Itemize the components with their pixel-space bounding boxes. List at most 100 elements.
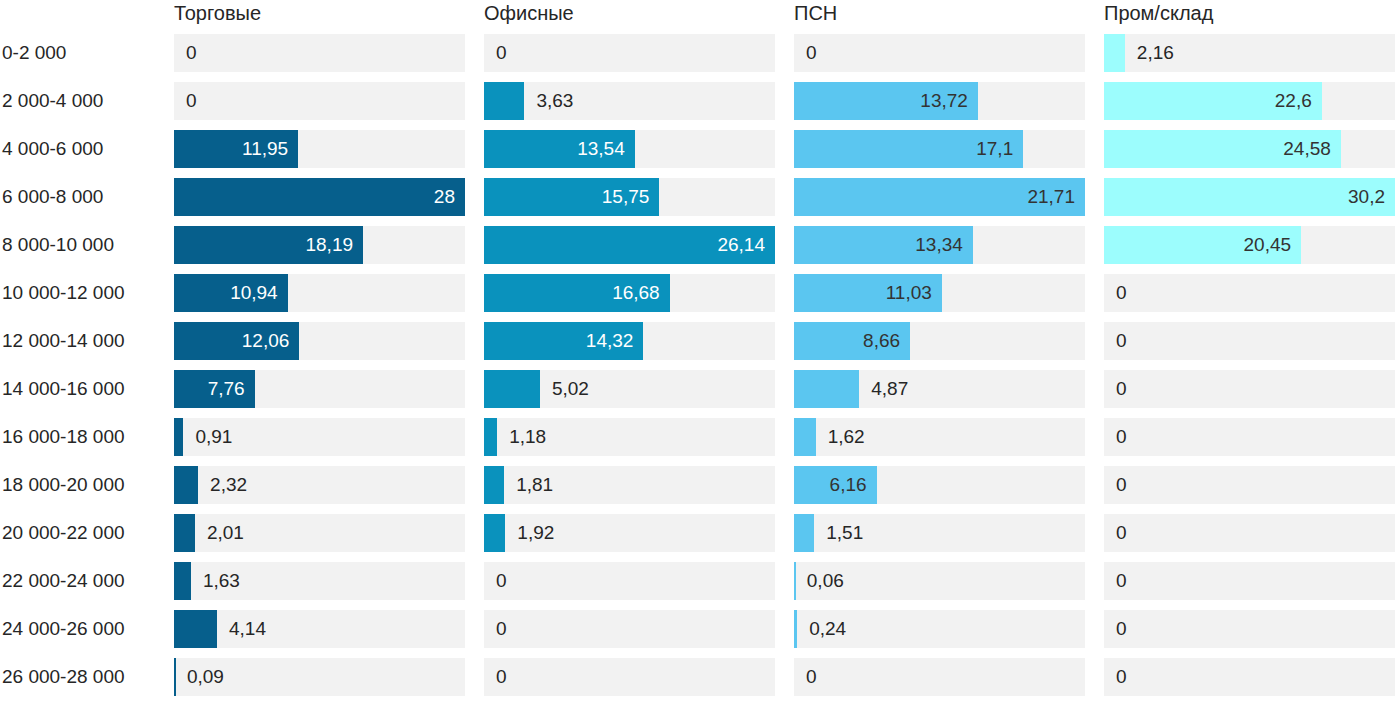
bar-value-label: 24,58 [1104, 130, 1341, 168]
bar-track: 28 [174, 178, 465, 216]
bar-track: 7,76 [174, 370, 465, 408]
bar-value-label: 1,62 [828, 418, 865, 456]
bar-track: 11,03 [794, 274, 1085, 312]
bar-value-label: 0 [496, 34, 507, 72]
bar-track: 1,63 [174, 562, 465, 600]
bar-track: 1,81 [484, 466, 775, 504]
bar[interactable] [794, 418, 816, 456]
bar[interactable] [484, 514, 505, 552]
row-label: 26 000-28 000 [2, 658, 155, 696]
bar-value-label: 4,87 [871, 370, 908, 408]
bar[interactable] [174, 514, 195, 552]
bar[interactable] [174, 562, 191, 600]
bar-value-label: 0 [1116, 610, 1127, 648]
bar-track: 8,66 [794, 322, 1085, 360]
bar-track: 3,63 [484, 82, 775, 120]
bar[interactable] [174, 658, 176, 696]
bar-track: 12,06 [174, 322, 465, 360]
column-header-4: Пром/склад [1104, 2, 1395, 24]
bar-track: 0 [1104, 514, 1395, 552]
bar-track: 4,14 [174, 610, 465, 648]
row-label: 8 000-10 000 [2, 226, 155, 264]
bar-value-label: 1,63 [203, 562, 240, 600]
bar-value-label: 0 [496, 610, 507, 648]
bar-track: 14,32 [484, 322, 775, 360]
bar-value-label: 3,63 [536, 82, 573, 120]
bar[interactable] [794, 562, 796, 600]
row-label: 12 000-14 000 [2, 322, 155, 360]
bar[interactable] [1104, 34, 1125, 72]
bar-value-label: 26,14 [484, 226, 775, 264]
bar-value-label: 6,16 [794, 466, 877, 504]
bar-value-label: 30,2 [1104, 178, 1395, 216]
bar[interactable] [174, 418, 183, 456]
bar-track: 6,16 [794, 466, 1085, 504]
bar[interactable] [174, 466, 198, 504]
bar[interactable] [484, 82, 524, 120]
bar-track: 0 [1104, 418, 1395, 456]
bar-value-label: 28 [174, 178, 465, 216]
bar-value-label: 1,18 [509, 418, 546, 456]
bar-value-label: 10,94 [174, 274, 288, 312]
bar-value-label: 21,71 [794, 178, 1085, 216]
row-label: 20 000-22 000 [2, 514, 155, 552]
row-label: 0-2 000 [2, 34, 155, 72]
bar-track: 0,09 [174, 658, 465, 696]
bar-value-label: 16,68 [484, 274, 670, 312]
bar-value-label: 0,24 [809, 610, 846, 648]
bar-value-label: 2,16 [1137, 34, 1174, 72]
chart-grid: ТорговыеОфисныеПСНПром/склад0-2 0000002,… [2, 2, 1400, 696]
bar-value-label: 1,51 [826, 514, 863, 552]
bar-value-label: 0,09 [187, 658, 224, 696]
bar-track: 0 [1104, 562, 1395, 600]
bar-value-label: 18,19 [174, 226, 363, 264]
bar-track: 0 [484, 658, 775, 696]
bar-value-label: 0 [1116, 370, 1127, 408]
bar-track: 0 [1104, 610, 1395, 648]
column-header-2: Офисные [484, 2, 775, 24]
bar-value-label: 0 [1116, 274, 1127, 312]
bar-track: 0,91 [174, 418, 465, 456]
bar-value-label: 22,6 [1104, 82, 1322, 120]
column-header-1: Торговые [174, 2, 465, 24]
row-label: 18 000-20 000 [2, 466, 155, 504]
bar-track: 20,45 [1104, 226, 1395, 264]
bar-value-label: 0,06 [807, 562, 844, 600]
bar-value-label: 0 [1116, 562, 1127, 600]
bar-value-label: 2,01 [207, 514, 244, 552]
bar[interactable] [484, 370, 540, 408]
bar-value-label: 7,76 [174, 370, 255, 408]
bar-track: 13,72 [794, 82, 1085, 120]
bar-value-label: 0 [496, 658, 507, 696]
bar-value-label: 13,72 [794, 82, 978, 120]
bar-track: 0 [1104, 370, 1395, 408]
bar-value-label: 0 [186, 82, 197, 120]
bar[interactable] [484, 418, 497, 456]
bar[interactable] [174, 610, 217, 648]
bar-value-label: 5,02 [552, 370, 589, 408]
bar-track: 24,58 [1104, 130, 1395, 168]
bar-track: 21,71 [794, 178, 1085, 216]
bar-track: 2,32 [174, 466, 465, 504]
bar-track: 4,87 [794, 370, 1085, 408]
bar-track: 11,95 [174, 130, 465, 168]
bar[interactable] [794, 514, 814, 552]
bar-value-label: 11,03 [794, 274, 942, 312]
bar-value-label: 0 [186, 34, 197, 72]
bar[interactable] [794, 370, 859, 408]
bar-track: 1,92 [484, 514, 775, 552]
bar-track: 0 [484, 610, 775, 648]
bar-value-label: 12,06 [174, 322, 299, 360]
bar-track: 0,06 [794, 562, 1085, 600]
bar-track: 10,94 [174, 274, 465, 312]
bar-track: 1,51 [794, 514, 1085, 552]
bar-track: 0 [794, 34, 1085, 72]
bar-value-label: 13,54 [484, 130, 635, 168]
row-label: 16 000-18 000 [2, 418, 155, 456]
bar-value-label: 0 [496, 562, 507, 600]
row-label: 14 000-16 000 [2, 370, 155, 408]
bar-value-label: 4,14 [229, 610, 266, 648]
bar[interactable] [484, 466, 504, 504]
bar[interactable] [794, 610, 797, 648]
row-label: 4 000-6 000 [2, 130, 155, 168]
